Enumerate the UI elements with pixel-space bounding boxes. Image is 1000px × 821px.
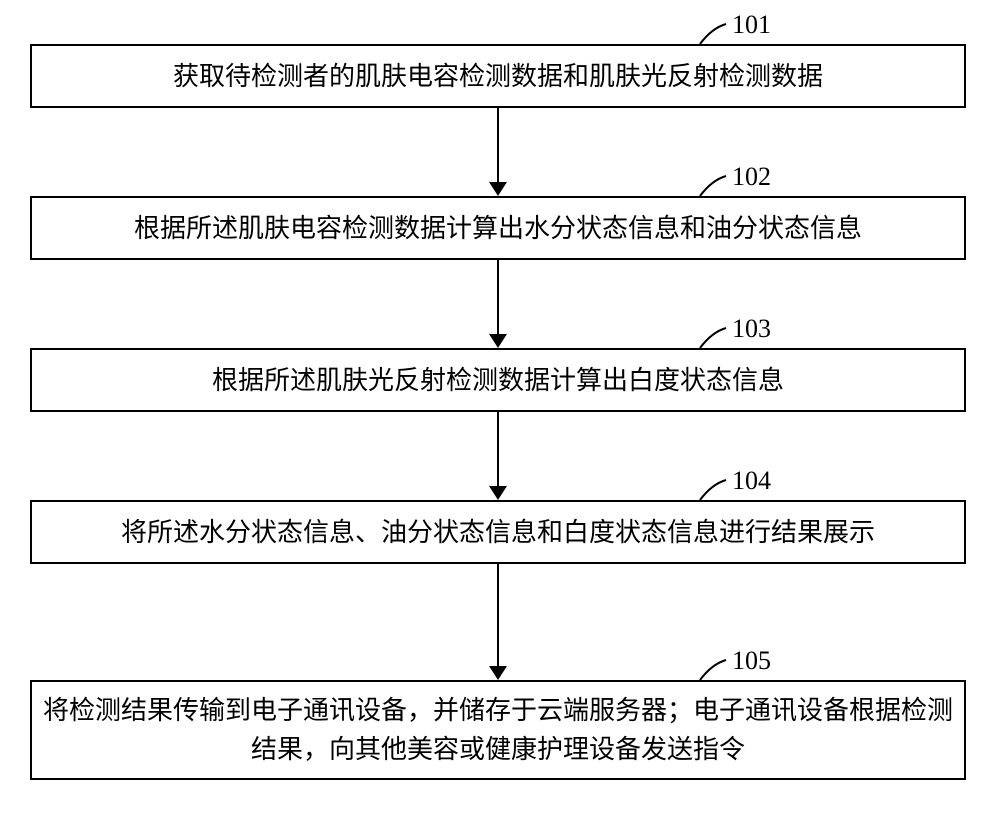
flowchart-canvas: 获取待检测者的肌肤电容检测数据和肌肤光反射检测数据101根据所述肌肤电容检测数据… <box>0 0 1000 821</box>
flow-edge-n4-n5 <box>0 0 1000 821</box>
